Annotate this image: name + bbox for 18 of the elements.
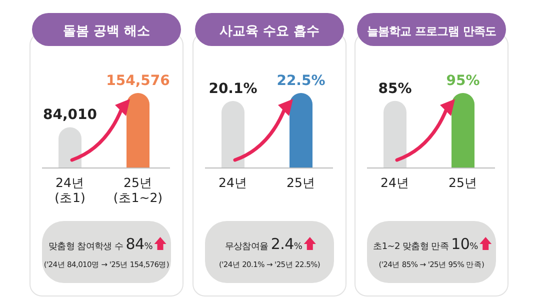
x-tick-label: 24년 (초1): [54, 175, 86, 205]
data-label: 22.5%: [276, 73, 326, 89]
x-tick-label: 25년: [286, 175, 316, 190]
x-tick-label: 25년: [448, 175, 478, 190]
data-label: 85%: [378, 80, 412, 97]
x-tick-label: 24년: [218, 175, 248, 190]
text: 무상참여율 2.4%: [224, 235, 303, 253]
data-label: 20.1%: [208, 81, 258, 97]
data-label: 84,010: [42, 107, 98, 124]
data-label: 95%: [446, 73, 480, 89]
chart-title: 사교육 수요 흡수: [219, 24, 320, 39]
text: 초1~2 맞춤형 만족 10%: [373, 235, 479, 253]
data-label: 154,576: [106, 73, 170, 89]
chart-title: 돌봄 공백 해소: [62, 24, 150, 39]
x-tick-label: 25년 (초1~2): [113, 175, 163, 205]
text: 맞춤형 참여학생 수 84%: [48, 235, 154, 253]
x-tick-label: 24년: [380, 175, 410, 190]
chart-title: 늘봄학교 프로그램 만족도: [367, 24, 496, 38]
